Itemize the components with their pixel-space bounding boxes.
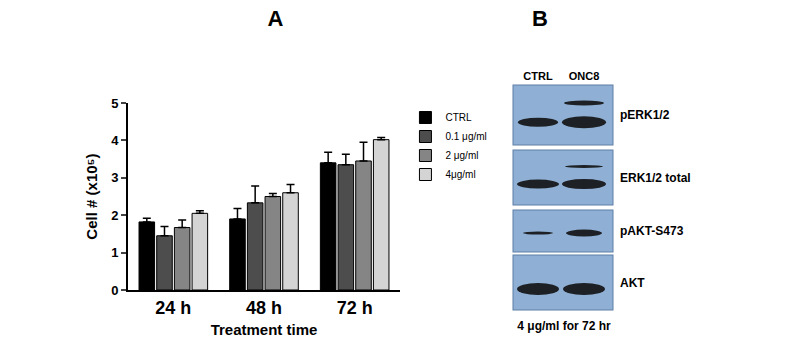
svg-text:CTRL: CTRL xyxy=(445,112,472,123)
svg-text:4μg/ml: 4μg/ml xyxy=(445,169,475,180)
svg-text:2: 2 xyxy=(111,208,118,223)
svg-text:pAKT-S473: pAKT-S473 xyxy=(620,224,684,238)
svg-text:B: B xyxy=(532,6,548,31)
svg-text:48 h: 48 h xyxy=(246,298,282,318)
svg-text:ONC8: ONC8 xyxy=(569,70,600,82)
svg-text:3: 3 xyxy=(111,170,118,185)
svg-text:24 h: 24 h xyxy=(155,298,191,318)
svg-text:A: A xyxy=(267,6,283,31)
svg-text:4: 4 xyxy=(111,133,119,148)
svg-text:Treatment time: Treatment time xyxy=(211,321,318,338)
svg-text:1: 1 xyxy=(111,245,118,260)
svg-text:pERK1/2: pERK1/2 xyxy=(620,108,670,122)
svg-text:ERK1/2 total: ERK1/2 total xyxy=(620,171,691,185)
svg-text:Cell # (x10⁵): Cell # (x10⁵) xyxy=(83,153,100,239)
svg-text:0: 0 xyxy=(111,283,118,298)
svg-text:0.1 μg/ml: 0.1 μg/ml xyxy=(445,131,486,142)
svg-text:CTRL: CTRL xyxy=(523,70,553,82)
svg-text:4 μg/ml for 72 hr: 4 μg/ml for 72 hr xyxy=(517,319,611,333)
svg-text:2 μg/ml: 2 μg/ml xyxy=(445,150,478,161)
svg-text:72 h: 72 h xyxy=(337,298,373,318)
svg-text:AKT: AKT xyxy=(620,276,645,290)
svg-text:5: 5 xyxy=(111,96,118,111)
